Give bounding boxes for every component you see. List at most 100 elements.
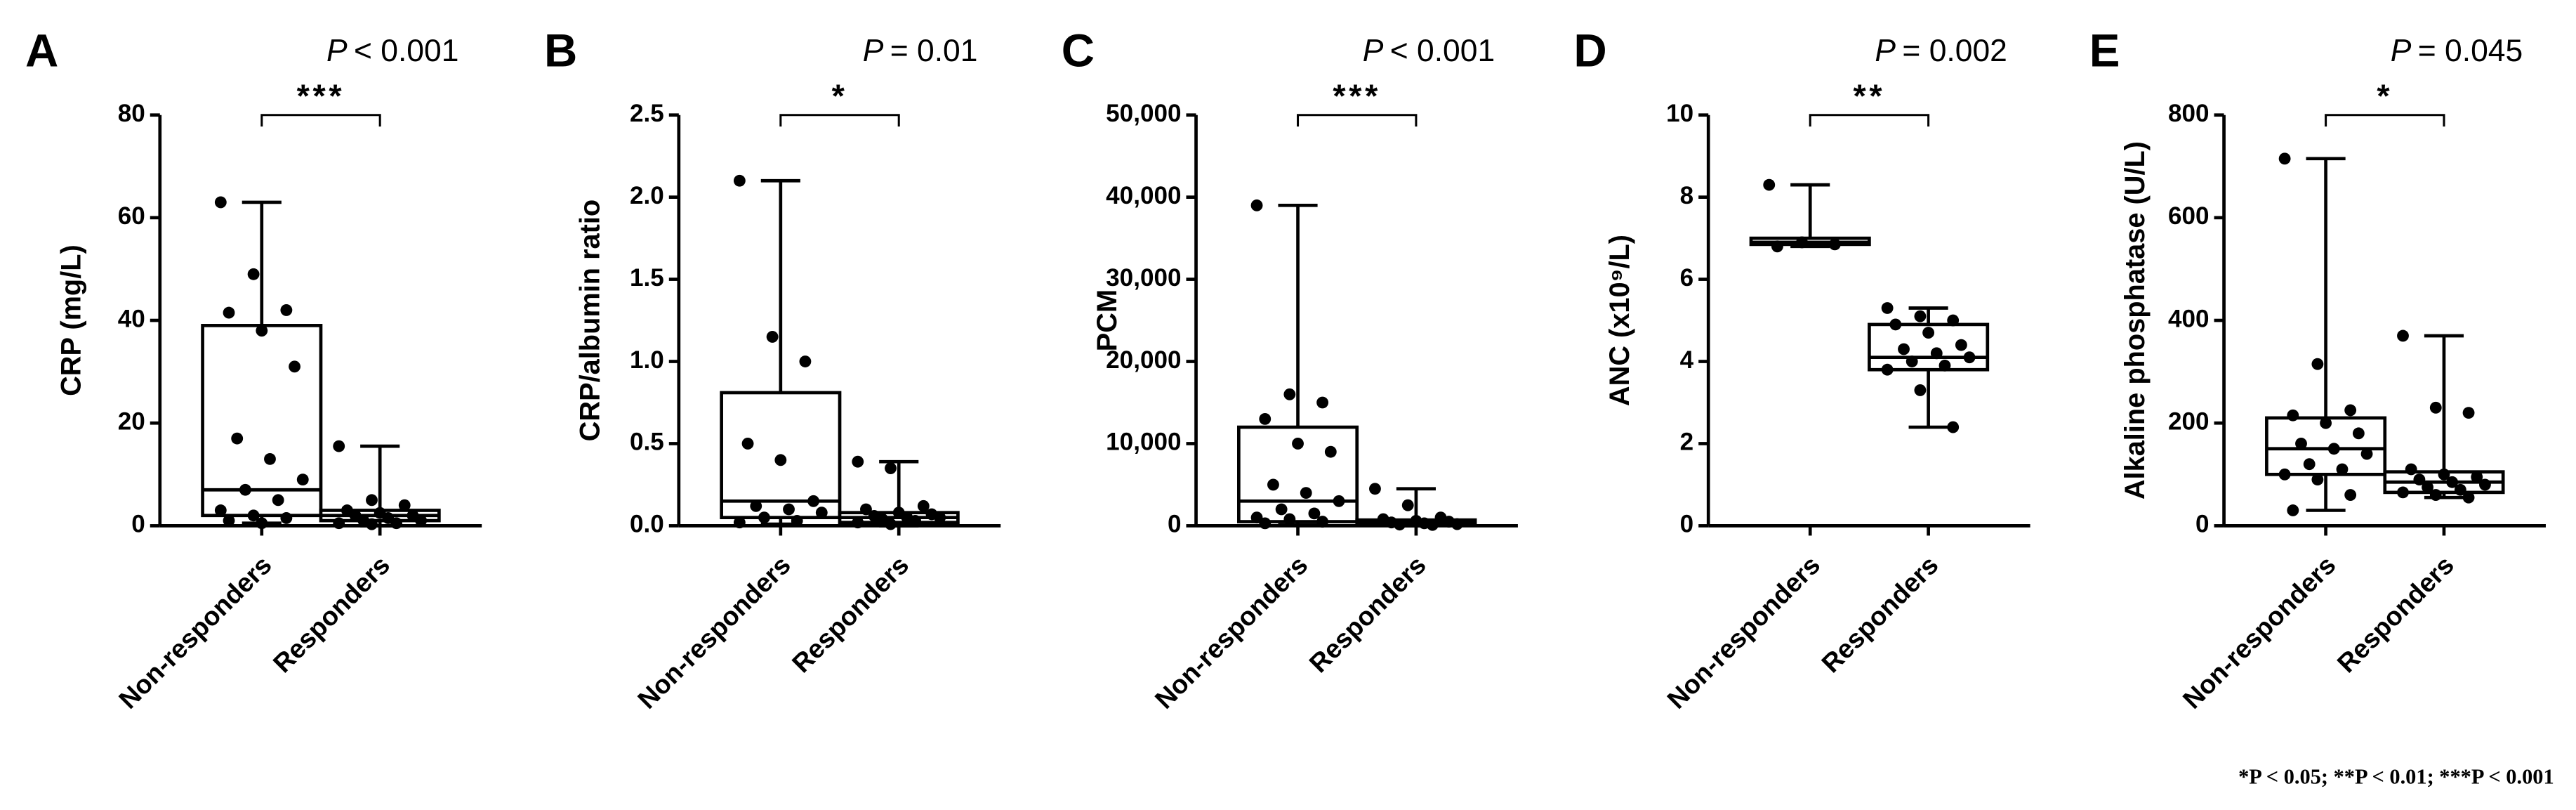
y-tick-label: 0 xyxy=(131,511,145,538)
panel-letter: C xyxy=(1062,25,1095,76)
panel-letter: B xyxy=(544,25,577,76)
data-point xyxy=(852,455,864,468)
y-tick-label: 60 xyxy=(118,202,145,230)
data-point xyxy=(2327,443,2340,455)
data-point xyxy=(2438,468,2450,481)
footnote: *P < 0.05; **P < 0.01; ***P < 0.001 xyxy=(2238,765,2554,789)
p-value-text: < 0.001 xyxy=(354,34,458,68)
data-point xyxy=(1898,343,1910,355)
data-point xyxy=(733,516,746,529)
data-point xyxy=(1905,355,1918,367)
data-point xyxy=(815,507,828,519)
x-tick-label: Non-responders xyxy=(2177,550,2341,714)
data-point xyxy=(289,360,300,373)
data-point xyxy=(366,494,378,507)
data-point xyxy=(1451,518,1463,530)
data-point xyxy=(256,325,268,337)
significance-bracket xyxy=(1297,114,1418,127)
y-tick-label: 800 xyxy=(2168,100,2210,127)
data-point xyxy=(791,514,803,527)
p-symbol: P xyxy=(2391,34,2412,68)
data-point xyxy=(2311,358,2324,370)
data-point xyxy=(1947,421,1960,433)
y-axis-label: ANC (x10⁹/L) xyxy=(1604,235,1635,406)
y-tick-label: 20,000 xyxy=(1106,346,1181,374)
data-point xyxy=(2336,463,2349,476)
p-symbol: P xyxy=(326,34,348,68)
box xyxy=(201,324,323,518)
data-point xyxy=(1881,302,1894,314)
data-point xyxy=(1796,236,1808,249)
y-tick-label: 0.0 xyxy=(630,511,664,538)
data-point xyxy=(231,432,244,445)
y-tick-label: 0 xyxy=(1168,511,1182,538)
significance-bracket xyxy=(1809,114,1930,127)
panel-letter: D xyxy=(1573,25,1606,76)
data-point xyxy=(223,306,235,319)
y-tick-label: 80 xyxy=(118,100,145,127)
y-tick-label: 40,000 xyxy=(1106,182,1181,209)
p-value-text: = 0.01 xyxy=(890,34,978,68)
y-axis-label: CRP (mg/L) xyxy=(55,244,86,396)
data-point xyxy=(934,511,946,524)
p-symbol: P xyxy=(863,34,884,68)
data-point xyxy=(774,454,787,466)
data-point xyxy=(1828,238,1841,251)
data-point xyxy=(2344,489,2357,501)
x-tick-label: Non-responders xyxy=(1149,550,1314,714)
significance-stars: *** xyxy=(297,78,345,115)
data-point xyxy=(1369,483,1381,495)
x-tick-label: Non-responders xyxy=(632,550,796,714)
data-point xyxy=(1275,503,1288,516)
data-point xyxy=(1292,438,1304,450)
y-tick-label: 6 xyxy=(1680,264,1694,292)
data-point xyxy=(1283,513,1296,525)
significance-bracket xyxy=(260,114,381,127)
y-tick-label: 2.0 xyxy=(630,182,664,209)
data-point xyxy=(239,483,251,496)
y-tick-label: 2 xyxy=(1680,429,1694,456)
significance-stars: ** xyxy=(1854,78,1886,115)
data-point xyxy=(366,518,378,530)
data-point xyxy=(2397,486,2409,499)
data-point xyxy=(2287,504,2299,516)
data-point xyxy=(2429,489,2442,501)
data-point xyxy=(750,499,762,512)
panel-letter: E xyxy=(2089,25,2120,76)
data-point xyxy=(264,452,276,465)
data-point xyxy=(1316,516,1329,528)
y-tick-label: 10,000 xyxy=(1106,429,1181,456)
panel-letter: A xyxy=(25,25,58,76)
data-point xyxy=(2303,458,2316,471)
significance-bracket xyxy=(779,114,900,127)
data-point xyxy=(2278,152,2291,165)
p-symbol: P xyxy=(1875,34,1896,68)
data-point xyxy=(247,268,260,280)
data-point xyxy=(415,514,428,527)
data-point xyxy=(256,517,268,530)
data-point xyxy=(280,512,293,524)
data-point xyxy=(2295,438,2307,450)
x-tick-label: Responders xyxy=(1303,550,1432,679)
data-point xyxy=(272,494,284,507)
data-point xyxy=(1394,518,1406,531)
data-point xyxy=(2344,404,2357,417)
data-point xyxy=(2320,417,2332,429)
data-point xyxy=(280,304,293,316)
panel: A P < 0.001 *** CRP (mg/L) 0 20 40 60 80 Non-respo… xyxy=(25,25,482,714)
data-point xyxy=(1324,445,1337,458)
data-point xyxy=(885,462,897,474)
y-tick-label: 20 xyxy=(118,407,145,435)
data-point xyxy=(799,355,812,367)
p-value: P = 0.045 xyxy=(2391,34,2523,68)
y-tick-label: 600 xyxy=(2168,202,2210,230)
data-point xyxy=(247,509,260,522)
data-point xyxy=(733,174,746,187)
data-point xyxy=(398,499,411,511)
data-point xyxy=(2287,409,2299,422)
data-point xyxy=(917,499,930,512)
y-tick-label: 0 xyxy=(2195,511,2210,538)
data-point xyxy=(1283,388,1296,400)
